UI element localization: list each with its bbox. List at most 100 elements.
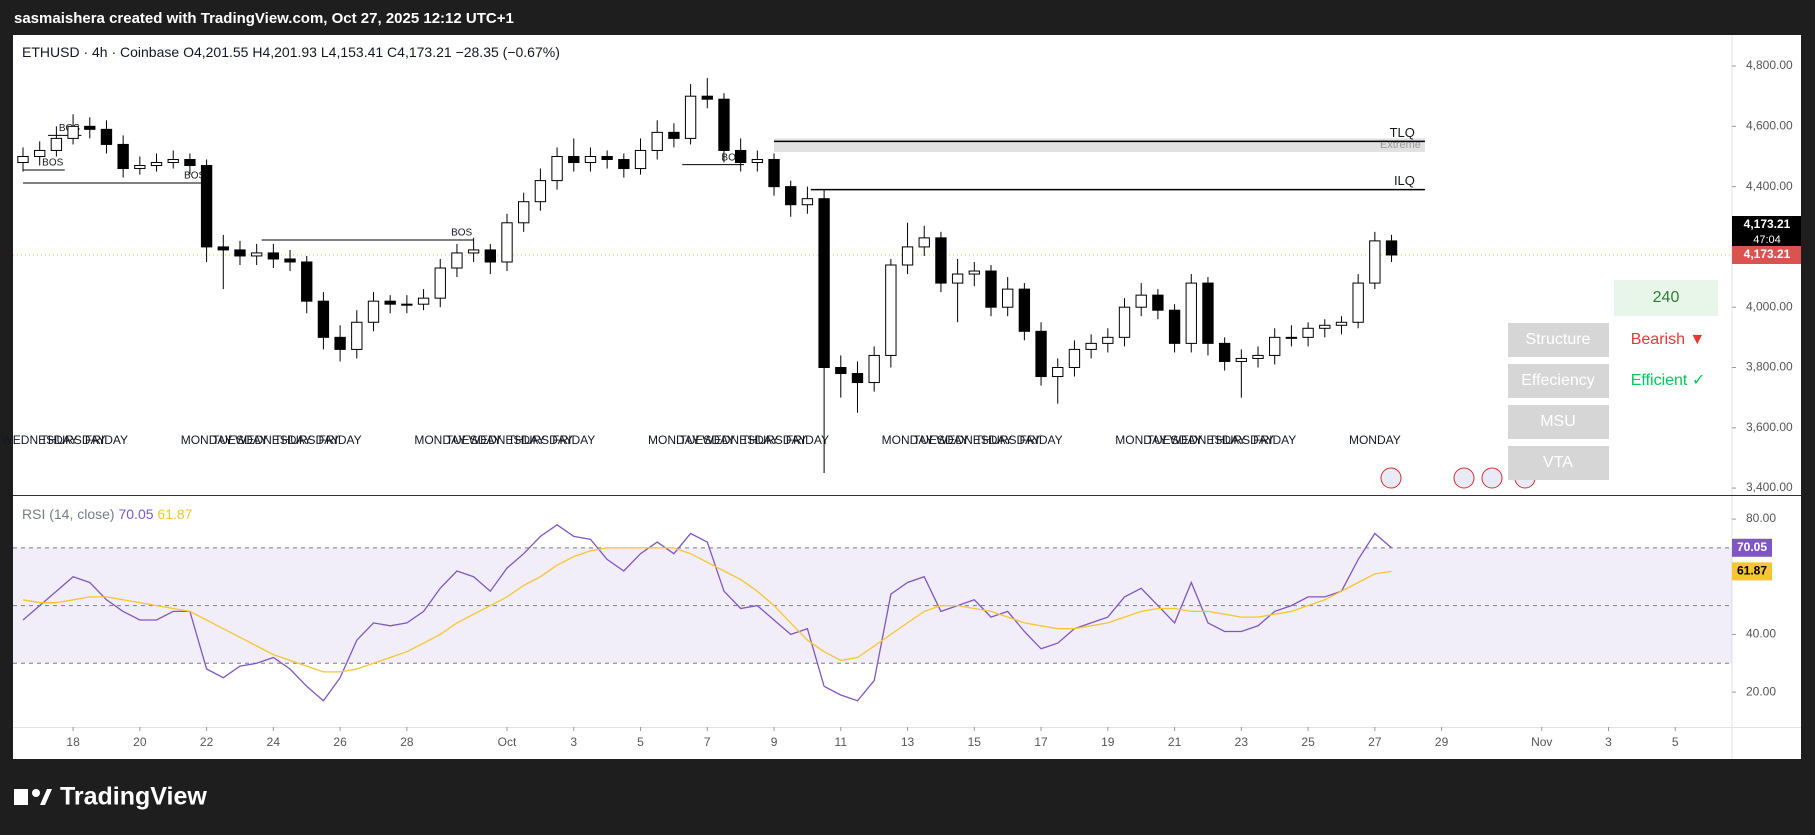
legend-part: 4,153.41 [329, 44, 384, 60]
event-icon [1453, 467, 1475, 489]
candle-body [1235, 357, 1248, 362]
x-tick-label: 15 [968, 735, 982, 749]
x-tick-label: 18 [66, 735, 80, 749]
weekday-label: WEDNESDAY [235, 433, 311, 447]
candle-body [84, 125, 96, 130]
candle-body [150, 162, 163, 167]
y-tick-label: 80.00 [1746, 511, 1776, 525]
y-tick-label: 20.00 [1746, 684, 1776, 698]
rsi-value-box [1732, 562, 1772, 581]
panel-key-box [1508, 405, 1609, 439]
x-tick-label: 27 [1368, 735, 1382, 749]
candle-body [100, 128, 113, 145]
candle-body [951, 273, 964, 284]
footer-logo-text: TradingView [60, 783, 207, 811]
y-tick-label: 4,600.00 [1746, 119, 1793, 133]
panel-key-box [1508, 323, 1609, 357]
y-tick-label: 3,600.00 [1746, 420, 1793, 434]
weekday-label: THURSDAY [41, 433, 106, 447]
legend-part: 4,201.55 [194, 44, 249, 60]
bos-label: BOS [42, 158, 63, 169]
candle-body [50, 137, 63, 151]
candle-body [1319, 324, 1331, 329]
panel-key: MSU [1540, 413, 1576, 430]
weekday-label: FRIDAY [1253, 433, 1296, 447]
candle-body [467, 249, 480, 254]
candle-body [668, 131, 680, 139]
logo-mark [40, 789, 52, 805]
last-price-label: 4,173.21 [1744, 247, 1791, 261]
candle-body [534, 180, 547, 203]
weekday-label: MONDAY [1115, 433, 1167, 447]
candle-body [734, 149, 747, 164]
weekday-label: WEDNESDAY [702, 433, 778, 447]
logo-mark [32, 789, 40, 797]
weekday-label: FRIDAY [85, 433, 128, 447]
candle-body [117, 143, 129, 170]
legend-part: 4,201.93 [262, 44, 317, 60]
candle-body [851, 373, 864, 384]
weekday-label: THURSDAY [274, 433, 339, 447]
candle-body [217, 246, 229, 251]
candle-body [351, 321, 363, 350]
candle-body [1052, 366, 1064, 378]
weekday-label: THURSDAY [508, 433, 573, 447]
weekday-label: TUESDAY [446, 433, 502, 447]
candle-body [801, 198, 814, 206]
candle-body [835, 366, 847, 375]
candle-body [1218, 342, 1231, 362]
timeframe: 240 [1653, 289, 1680, 306]
legend-part: ETHUSD · 4h · Coinbase [22, 44, 179, 60]
candle-body [484, 249, 496, 263]
x-tick-label: 25 [1301, 735, 1315, 749]
x-tick-label: 29 [1435, 735, 1449, 749]
weekday-label: FRIDAY [786, 433, 829, 447]
weekday-label: WEDNESDAY [1, 433, 77, 447]
candle-body [885, 264, 897, 356]
candle-body [1102, 336, 1114, 344]
panel-key: VTA [1543, 454, 1573, 471]
weekday-label: THURSDAY [975, 433, 1040, 447]
candle-body [768, 158, 780, 188]
candle-body [751, 158, 764, 164]
candle-body [601, 155, 613, 160]
weekday-label: MONDAY [648, 433, 700, 447]
x-tick-label: 11 [835, 735, 848, 749]
x-tick-label: 24 [267, 735, 281, 749]
logo-mark [14, 789, 28, 805]
candle-body [17, 155, 29, 164]
candle-body [1085, 342, 1097, 350]
candle-body [1152, 294, 1164, 311]
candle-body [67, 125, 79, 139]
candle-body [367, 300, 380, 323]
candle-body [317, 300, 330, 338]
candle-body [234, 249, 246, 257]
x-tick-label: 7 [704, 735, 711, 749]
candle-body [1202, 282, 1214, 344]
candle-body [1252, 354, 1264, 359]
candle-body [518, 201, 530, 224]
rsi-value-label: 61.87 [1737, 564, 1767, 578]
candle-body [651, 131, 663, 151]
candle-body [200, 165, 213, 248]
weekday-label: WEDNESDAY [936, 433, 1012, 447]
candle-body [634, 149, 647, 170]
candle-body [684, 95, 697, 139]
candle-body [785, 186, 797, 206]
candle-body [1018, 288, 1031, 332]
candle-body [34, 149, 46, 157]
candle-body [968, 270, 980, 275]
bos-label: BOS [184, 171, 205, 182]
footer-logo: TradingView [14, 783, 207, 811]
weekday-label: MONDAY [1349, 433, 1401, 447]
y-tick-label: 3,400.00 [1746, 480, 1793, 494]
candle-body [1369, 240, 1381, 284]
candle-body [701, 95, 713, 100]
y-tick-label: 40.00 [1746, 627, 1776, 641]
x-tick-label: 13 [901, 735, 915, 749]
candle-body [1118, 306, 1131, 338]
candle-body [434, 267, 446, 299]
candle-body [284, 258, 296, 263]
candle-body [501, 222, 513, 263]
